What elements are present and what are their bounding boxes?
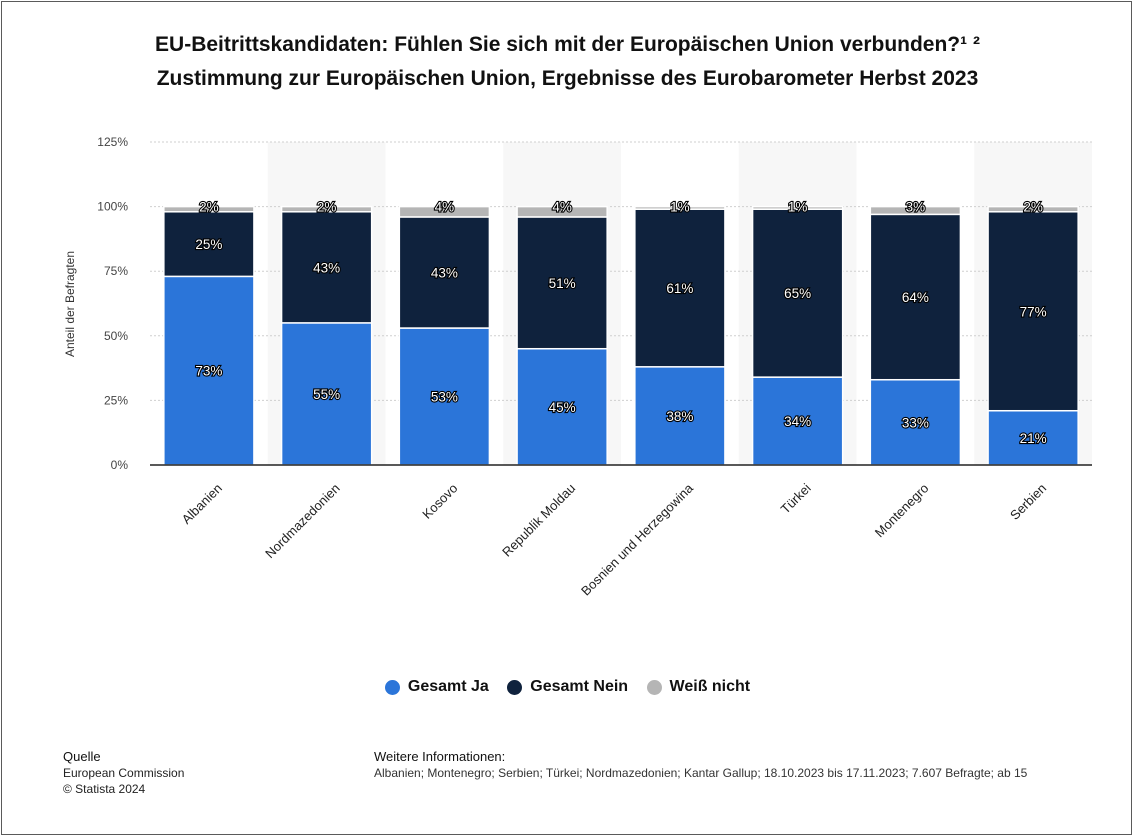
bar-weiss-nicht-bosnien-und-herzegowina: [634, 205, 726, 210]
bar-gesamt-nein-kosovo: [398, 216, 491, 329]
value-label-weiss-nicht: 3%: [906, 200, 926, 215]
legend-swatch-ja: [384, 679, 400, 695]
source-heading: Quelle: [63, 749, 101, 764]
bar-gesamt-nein-tuerkei: [751, 208, 844, 378]
bar-weiss-nicht-tuerkei: [751, 205, 844, 210]
bar-gesamt-nein-albanien: [163, 211, 255, 278]
value-label-gesamt-nein: 61%: [666, 281, 693, 296]
value-label-gesamt-nein: 25%: [195, 237, 222, 252]
source-block: Quelle European Commission © Statista 20…: [63, 749, 184, 797]
value-label-gesamt-nein: 43%: [431, 265, 458, 280]
y-tick-label: 125%: [97, 135, 128, 149]
bar-gesamt-ja-republik-moldau: [516, 347, 608, 466]
legend-label-ja: Gesamt Ja: [407, 678, 489, 695]
value-label-weiss-nicht: 1%: [788, 200, 808, 215]
legend-item-ja[interactable]: Gesamt Ja: [384, 678, 489, 696]
bar-weiss-nicht-republik-moldau: [516, 205, 608, 218]
bar-weiss-nicht-nordmazedonien: [280, 205, 373, 213]
legend-item-weiss-nicht[interactable]: Weiß nicht: [646, 678, 751, 696]
source-name: European Commission: [63, 766, 185, 780]
bar-gesamt-ja-kosovo: [398, 327, 491, 466]
value-label-gesamt-nein: 43%: [313, 260, 340, 275]
bar-gesamt-nein-serbien: [987, 211, 1079, 412]
y-axis-label: Anteil der Befragten: [63, 251, 77, 357]
chart-legend: Gesamt Ja Gesamt Nein Weiß nicht: [2, 678, 1131, 700]
x-tick-label-republik-moldau: Republik Moldau: [499, 481, 578, 560]
legend-label-nein: Gesamt Nein: [530, 678, 629, 695]
bar-gesamt-ja-nordmazedonien: [280, 322, 373, 466]
legend-label-weiss-nicht: Weiß nicht: [669, 678, 751, 695]
value-label-gesamt-nein: 77%: [1020, 304, 1047, 319]
value-label-weiss-nicht: 1%: [670, 200, 690, 215]
bar-gesamt-ja-montenegro: [869, 378, 962, 466]
y-tick-label: 100%: [97, 200, 128, 214]
value-label-gesamt-nein: 51%: [549, 276, 576, 291]
x-tick-label-montenegro: Montenegro: [872, 481, 932, 541]
info-block: Weitere Informationen: Albanien; Montene…: [374, 749, 1027, 781]
legend-item-nein[interactable]: Gesamt Nein: [507, 678, 628, 696]
x-tick-label-albanien: Albanien: [179, 481, 225, 527]
bar-gesamt-nein-nordmazedonien: [280, 211, 373, 324]
copyright: © Statista 2024: [63, 782, 146, 796]
value-label-gesamt-ja: 73%: [195, 364, 222, 379]
value-label-weiss-nicht: 2%: [317, 200, 337, 215]
legend-swatch-weiss-nicht: [646, 679, 662, 695]
value-label-gesamt-ja: 45%: [549, 400, 576, 415]
y-tick-label: 0%: [111, 458, 129, 472]
info-text: Albanien; Montenegro; Serbien; Türkei; N…: [374, 766, 1028, 780]
x-tick-label-bosnien-und-herzegowina: Bosnien und Herzegowina: [578, 480, 696, 598]
value-label-weiss-nicht: 2%: [1023, 200, 1043, 215]
value-label-weiss-nicht: 4%: [435, 200, 455, 215]
value-label-gesamt-nein: 65%: [784, 286, 811, 301]
x-tick-label-tuerkei: Türkei: [778, 480, 814, 516]
value-label-gesamt-nein: 64%: [902, 290, 929, 305]
bar-weiss-nicht-montenegro: [869, 205, 962, 216]
value-label-gesamt-ja: 53%: [431, 390, 458, 405]
bar-weiss-nicht-serbien: [987, 205, 1079, 213]
value-label-gesamt-ja: 55%: [313, 387, 340, 402]
bar-weiss-nicht-albanien: [163, 205, 255, 213]
value-label-gesamt-ja: 34%: [784, 414, 811, 429]
value-label-weiss-nicht: 4%: [552, 200, 572, 215]
x-tick-label-serbien: Serbien: [1007, 481, 1049, 523]
title-line-1: EU-Beitrittskandidaten: Fühlen Sie sich …: [155, 33, 980, 56]
y-tick-label: 75%: [104, 264, 128, 278]
y-tick-label: 25%: [104, 393, 128, 407]
x-tick-label-nordmazedonien: Nordmazedonien: [262, 481, 343, 562]
x-tick-label-kosovo: Kosovo: [419, 481, 460, 522]
y-tick-label: 50%: [104, 329, 128, 343]
bar-gesamt-nein-republik-moldau: [516, 216, 608, 350]
value-label-gesamt-ja: 21%: [1020, 431, 1047, 446]
chart-title: EU-Beitrittskandidaten: Fühlen Sie sich …: [2, 28, 1131, 96]
title-line-2: Zustimmung zur Europäischen Union, Ergeb…: [156, 67, 979, 90]
legend-swatch-nein: [507, 679, 523, 695]
info-heading: Weitere Informationen:: [374, 749, 506, 764]
value-label-gesamt-ja: 33%: [902, 415, 929, 430]
value-label-weiss-nicht: 2%: [199, 200, 219, 215]
bar-chart: 0% 25% 50% 75% 100% 125% Anteil der Befragten 7…: [63, 135, 1092, 598]
bar-gesamt-nein-montenegro: [869, 213, 962, 381]
value-label-gesamt-ja: 38%: [666, 409, 693, 424]
bar-weiss-nicht-kosovo: [398, 205, 491, 218]
